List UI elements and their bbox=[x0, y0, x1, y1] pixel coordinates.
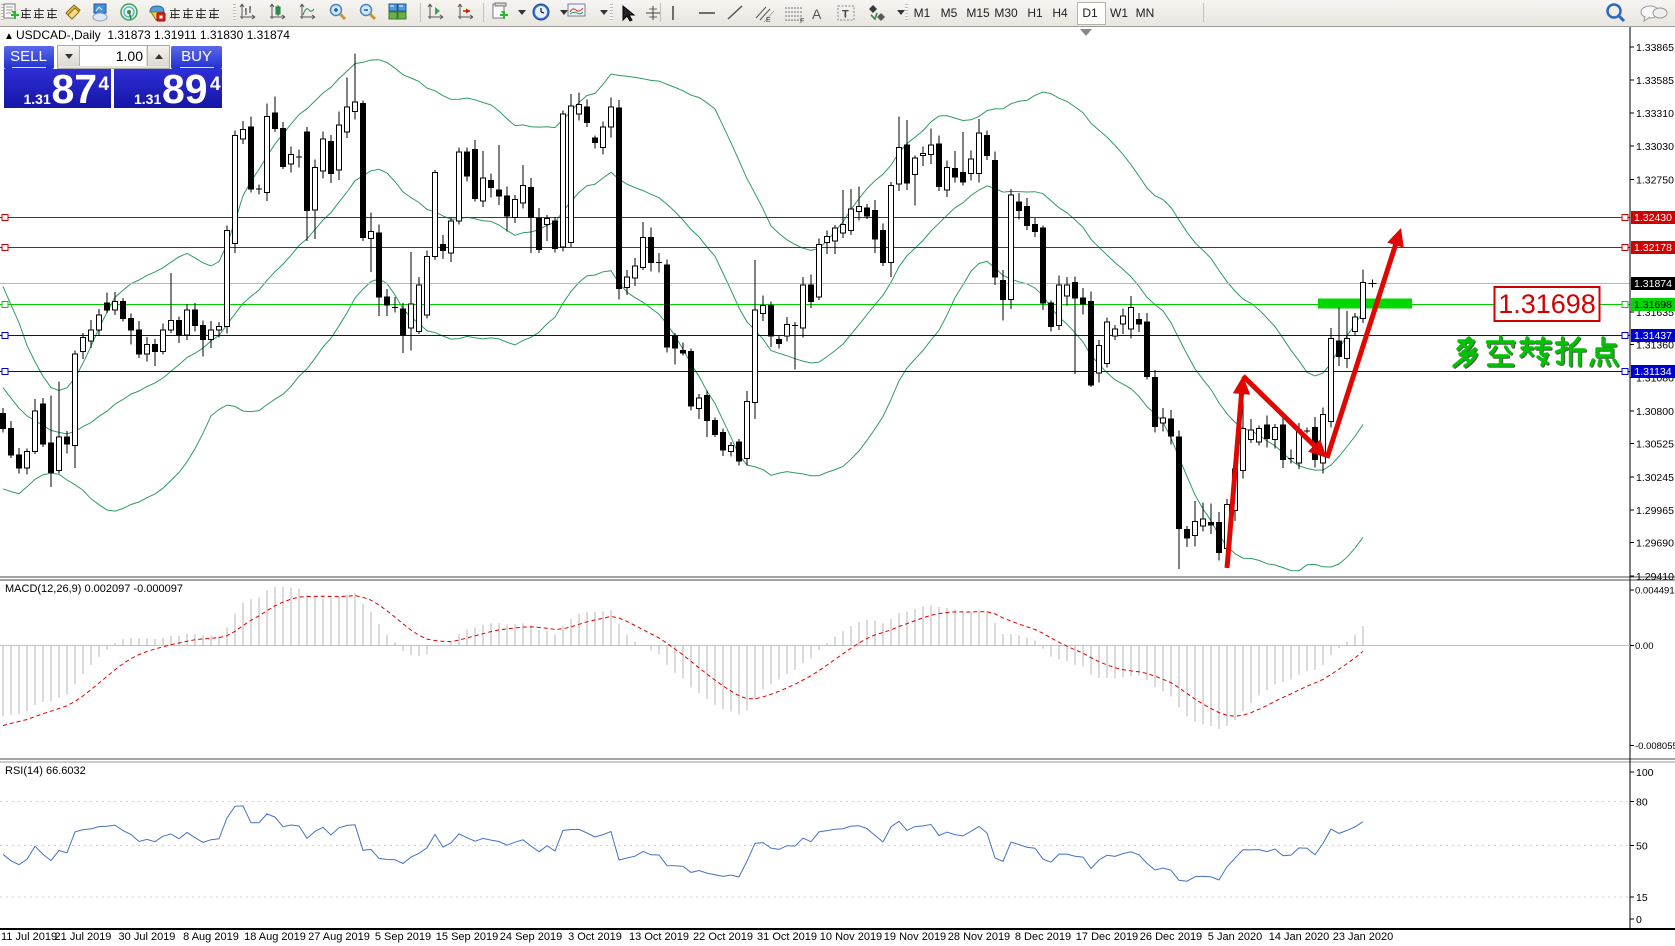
svg-text:21 Jul 2019: 21 Jul 2019 bbox=[55, 931, 112, 943]
svg-text:19 Nov 2019: 19 Nov 2019 bbox=[884, 931, 946, 943]
svg-text:1.32178: 1.32178 bbox=[1634, 242, 1672, 254]
svg-text:1.30525: 1.30525 bbox=[1636, 439, 1674, 451]
svg-text:14 Jan 2020: 14 Jan 2020 bbox=[1269, 931, 1330, 943]
svg-text:5 Jan 2020: 5 Jan 2020 bbox=[1208, 931, 1262, 943]
svg-text:0.00: 0.00 bbox=[1635, 641, 1654, 652]
svg-text:MACD(12,26,9) 0.002097 -0.0000: MACD(12,26,9) 0.002097 -0.000097 bbox=[5, 583, 183, 595]
svg-text:50: 50 bbox=[1636, 841, 1648, 853]
svg-text:0: 0 bbox=[1636, 914, 1642, 926]
svg-text:1.32430: 1.32430 bbox=[1634, 212, 1672, 224]
svg-text:1.30245: 1.30245 bbox=[1636, 472, 1674, 484]
svg-text:1.30800: 1.30800 bbox=[1636, 406, 1674, 418]
svg-text:▲: ▲ bbox=[4, 31, 14, 42]
svg-text:24 Sep 2019: 24 Sep 2019 bbox=[500, 931, 562, 943]
svg-text:RSI(14) 66.6032: RSI(14) 66.6032 bbox=[5, 765, 86, 777]
svg-text:100: 100 bbox=[1636, 767, 1654, 779]
svg-text:-0.008055: -0.008055 bbox=[1635, 741, 1675, 752]
svg-text:1.29690: 1.29690 bbox=[1636, 538, 1674, 550]
svg-text:15 Sep 2019: 15 Sep 2019 bbox=[436, 931, 498, 943]
svg-text:13 Oct 2019: 13 Oct 2019 bbox=[629, 931, 689, 943]
svg-text:1.33310: 1.33310 bbox=[1636, 108, 1674, 120]
svg-text:F: F bbox=[800, 18, 804, 25]
svg-text:1.33865: 1.33865 bbox=[1636, 42, 1674, 54]
svg-text:1.31437: 1.31437 bbox=[1634, 330, 1672, 342]
svg-text:1.33030: 1.33030 bbox=[1636, 141, 1674, 153]
svg-text:0.004491: 0.004491 bbox=[1635, 585, 1675, 596]
svg-text:1.31360: 1.31360 bbox=[1636, 339, 1674, 351]
svg-text:A: A bbox=[812, 6, 822, 22]
svg-text:1.29410: 1.29410 bbox=[1636, 571, 1674, 583]
svg-text:8 Dec 2019: 8 Dec 2019 bbox=[1015, 931, 1071, 943]
svg-text:15: 15 bbox=[1636, 892, 1648, 904]
svg-text:31 Oct 2019: 31 Oct 2019 bbox=[757, 931, 817, 943]
svg-text:17 Dec 2019: 17 Dec 2019 bbox=[1076, 931, 1138, 943]
svg-text:T: T bbox=[842, 9, 849, 21]
svg-text:27 Aug 2019: 27 Aug 2019 bbox=[308, 931, 370, 943]
svg-text:8 Aug 2019: 8 Aug 2019 bbox=[183, 931, 239, 943]
svg-text:11 Jul 2019: 11 Jul 2019 bbox=[1, 931, 57, 943]
svg-text:30 Jul 2019: 30 Jul 2019 bbox=[119, 931, 176, 943]
svg-text:1.33585: 1.33585 bbox=[1636, 75, 1674, 87]
svg-text:1.29965: 1.29965 bbox=[1636, 505, 1674, 517]
svg-text:10 Nov 2019: 10 Nov 2019 bbox=[820, 931, 882, 943]
svg-text:28 Nov 2019: 28 Nov 2019 bbox=[948, 931, 1010, 943]
svg-text:1.31874: 1.31874 bbox=[1634, 278, 1672, 290]
svg-text:E: E bbox=[766, 17, 771, 24]
svg-text:1.31698: 1.31698 bbox=[1498, 289, 1596, 319]
svg-text:3 Oct 2019: 3 Oct 2019 bbox=[568, 931, 622, 943]
svg-text:80: 80 bbox=[1636, 796, 1648, 808]
svg-text:1.31134: 1.31134 bbox=[1634, 366, 1671, 378]
svg-text:18 Aug 2019: 18 Aug 2019 bbox=[244, 931, 306, 943]
svg-text:5 Sep 2019: 5 Sep 2019 bbox=[375, 931, 431, 943]
svg-text:26 Dec 2019: 26 Dec 2019 bbox=[1140, 931, 1202, 943]
svg-text:1.32750: 1.32750 bbox=[1636, 174, 1674, 186]
svg-text:USDCAD-,Daily 1.31873 1.31911: USDCAD-,Daily 1.31873 1.31911 1.31830 1.… bbox=[16, 28, 290, 42]
svg-text:1.31698: 1.31698 bbox=[1634, 299, 1672, 311]
svg-text:22 Oct 2019: 22 Oct 2019 bbox=[693, 931, 753, 943]
svg-text:23 Jan 2020: 23 Jan 2020 bbox=[1333, 931, 1394, 943]
